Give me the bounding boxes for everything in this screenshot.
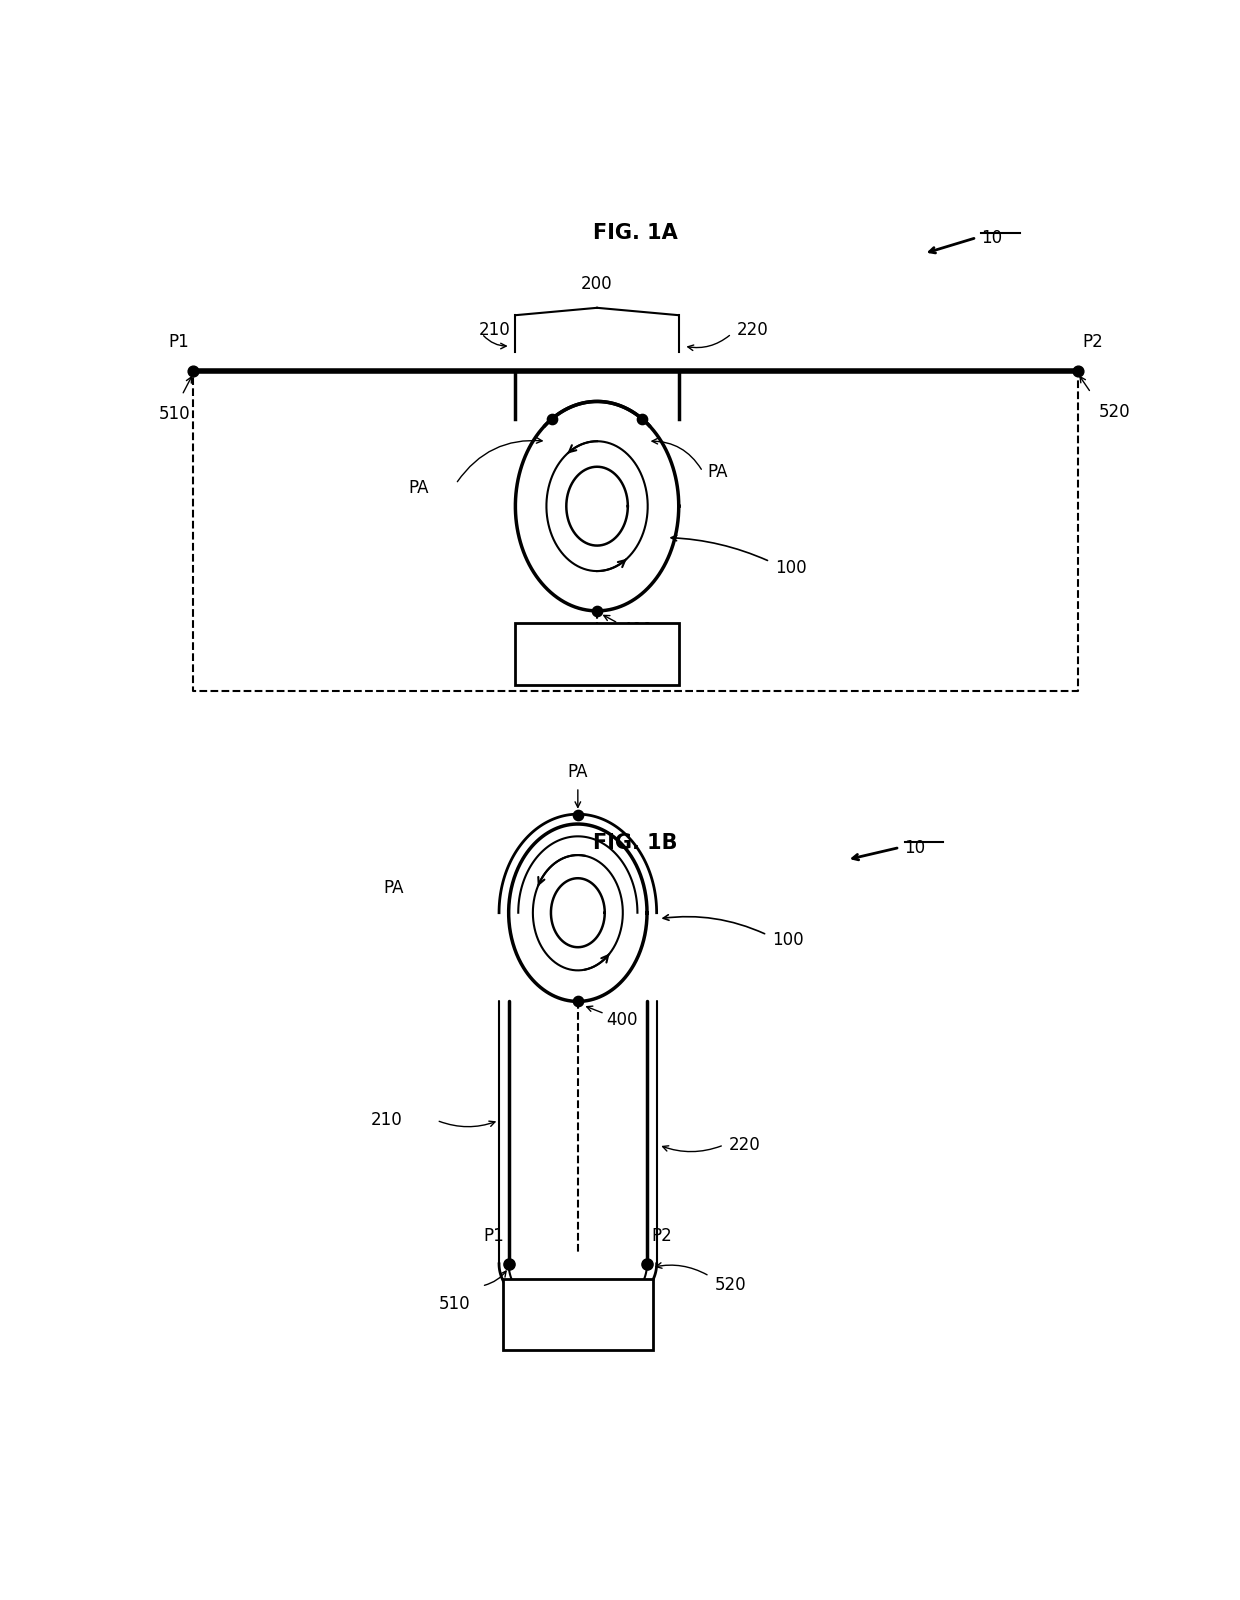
Text: FIG. 1B: FIG. 1B [593,832,678,853]
Text: PA: PA [568,763,588,781]
Text: PA: PA [708,462,728,480]
Text: FIG. 1A: FIG. 1A [593,222,678,243]
Text: 10: 10 [905,838,926,858]
Point [568,803,588,829]
Text: 100: 100 [775,558,806,576]
Point [587,598,606,624]
Text: 300: 300 [579,645,615,664]
Bar [503,1278,652,1350]
Text: 210: 210 [371,1112,403,1130]
Text: 400: 400 [621,621,652,638]
Text: P2: P2 [652,1227,672,1245]
Text: P2: P2 [1083,333,1104,350]
Text: 220: 220 [737,322,768,339]
Point [542,406,562,432]
Text: PA: PA [383,878,403,898]
Text: 510: 510 [439,1294,470,1312]
Text: P1: P1 [484,1227,503,1245]
Text: 220: 220 [729,1136,760,1154]
Text: 210: 210 [479,322,511,339]
Text: P1: P1 [167,333,188,350]
Text: PA: PA [408,478,429,496]
Point [637,1251,657,1277]
Text: 100: 100 [773,931,804,949]
Text: 520: 520 [1099,403,1131,421]
Text: 520: 520 [714,1277,746,1294]
Point [1068,358,1087,384]
Text: 10: 10 [982,229,1003,246]
Point [568,989,588,1014]
Text: 400: 400 [606,1011,639,1029]
Bar [516,624,678,685]
Point [632,406,652,432]
Text: 300: 300 [559,1306,596,1323]
Text: 510: 510 [159,405,190,422]
Point [498,1251,518,1277]
Text: 200: 200 [582,275,613,293]
Point [184,358,203,384]
